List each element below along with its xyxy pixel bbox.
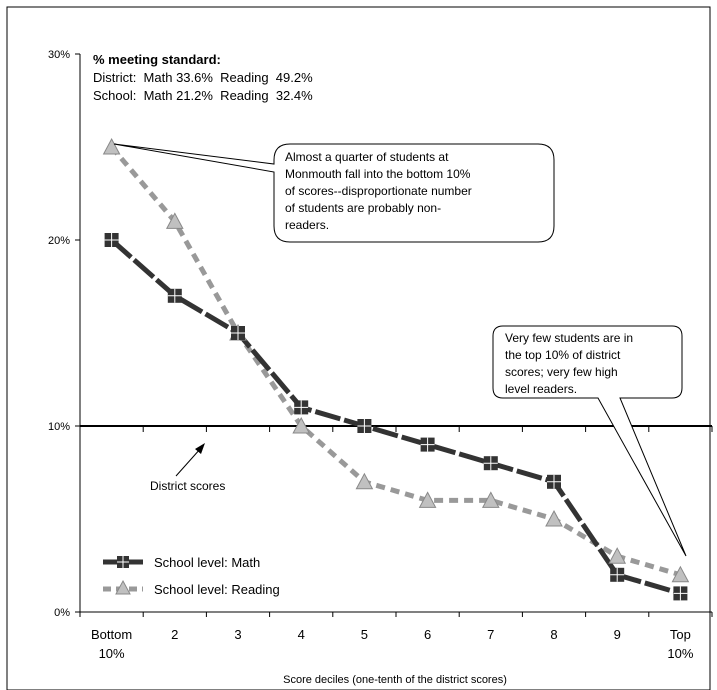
callout-top-decile-bubble (492, 325, 687, 557)
series-reading-point (418, 491, 437, 508)
callout-top-line-2: the top 10% of district (505, 348, 621, 362)
x-tick-label: 4 (298, 627, 305, 642)
legend-reading-label: School level: Reading (154, 582, 280, 597)
series-reading-point (292, 416, 311, 434)
callout-top-line-3: scores; very few high (505, 365, 618, 379)
series-math-point-grid (357, 419, 372, 433)
series-reading-point (355, 472, 374, 490)
series-layer (102, 137, 690, 601)
series-reading-point (545, 509, 563, 527)
y-tick-label: 30% (48, 49, 70, 61)
x-tick-label: 3 (234, 627, 241, 642)
y-tick-label: 10% (48, 421, 70, 433)
callout-bottom-decile-bubble (113, 143, 555, 243)
legend-math-label: School level: Math (154, 555, 260, 570)
district-scores-arrow-head (195, 443, 205, 454)
stats-title: % meeting standard: (93, 52, 221, 67)
legend: School level: Math School level: Reading (103, 555, 280, 597)
series-math-point-grid (420, 437, 435, 452)
x-tick-label: 10% (99, 646, 125, 661)
series-math-point-grid (483, 456, 498, 471)
axes: 0% 10% 20% 30% Bottom 10% 2 3 4 5 6 7 8 9 Top 10% (48, 49, 713, 661)
callout-bottom-line-3: of scores--disproportionate number (285, 184, 472, 198)
series-reading-point (102, 137, 121, 155)
series-math-point-grid (547, 474, 561, 489)
series-math-point-grid (167, 288, 182, 303)
y-tick-label: 20% (48, 235, 70, 247)
series-math-point-grid (673, 586, 688, 601)
x-tick-label: 7 (487, 627, 494, 642)
series-reading-point (481, 491, 500, 508)
x-tick-label: 5 (361, 627, 368, 642)
x-tick-label: 8 (550, 627, 557, 642)
x-tick-label: 9 (614, 627, 621, 642)
district-scores-arrow-line (175, 447, 202, 477)
series-math-point-grid (294, 400, 309, 415)
callout-top-line-1: Very few students are in (505, 331, 633, 345)
stats-district: District: Math 33.6% Reading 49.2% (93, 70, 313, 85)
series-math-point-grid (231, 326, 245, 340)
callout-bottom-line-2: Monmouth fall into the bottom 10% (285, 167, 471, 181)
series-reading-point (165, 212, 184, 229)
series-math-point-grid (610, 567, 625, 582)
series-reading-point (671, 565, 690, 583)
x-tick-label: Bottom (91, 627, 132, 642)
x-axis-label: Score deciles (one-tenth of the district… (283, 674, 507, 686)
callout-bottom-line-1: Almost a quarter of students at (285, 150, 449, 164)
x-tick-label: 2 (171, 627, 178, 642)
stats-block: % meeting standard: District: Math 33.6%… (93, 52, 313, 103)
callout-bottom-line-5: readers. (285, 218, 329, 232)
x-tick-label: Top (670, 627, 691, 642)
callout-bottom-decile: Almost a quarter of students at Monmouth… (113, 143, 555, 243)
callout-bottom-line-4: of students are probably non- (285, 201, 441, 215)
y-tick-label: 0% (54, 607, 70, 619)
series-reading-line (109, 145, 682, 578)
x-tick-label: 10% (667, 646, 693, 661)
series-math-line (109, 238, 682, 596)
legend-reading-marker (115, 579, 131, 595)
district-scores-label: District scores (150, 479, 225, 493)
legend-math-marker-grid (117, 556, 129, 568)
callout-top-decile: Very few students are in the top 10% of … (492, 325, 687, 557)
series-math-point-grid (104, 233, 119, 247)
district-scores-annotation: District scores (150, 443, 225, 493)
x-tick-label: 6 (424, 627, 431, 642)
series-reading-point (608, 547, 627, 564)
callout-top-line-4: level readers. (505, 382, 577, 396)
stats-school: School: Math 21.2% Reading 32.4% (93, 88, 313, 103)
